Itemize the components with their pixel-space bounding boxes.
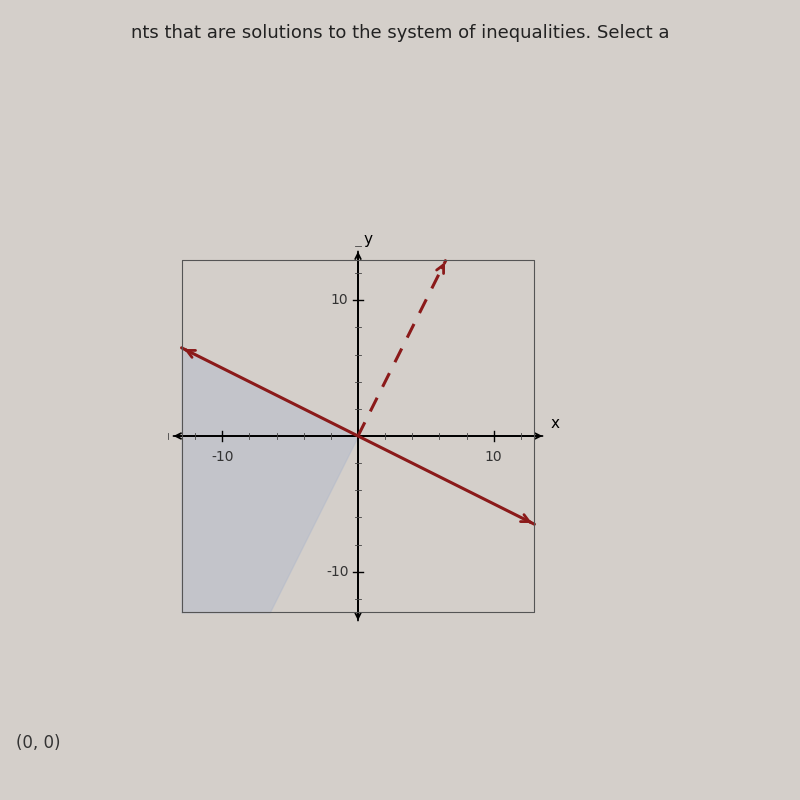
Text: y: y <box>363 232 373 246</box>
Text: x: x <box>550 415 559 430</box>
Text: nts that are solutions to the system of inequalities. Select a: nts that are solutions to the system of … <box>130 24 670 42</box>
Text: 10: 10 <box>485 450 502 463</box>
Text: -10: -10 <box>326 565 349 578</box>
Text: 10: 10 <box>331 294 349 307</box>
Text: -10: -10 <box>211 450 234 463</box>
Text: (0, 0): (0, 0) <box>16 734 61 752</box>
